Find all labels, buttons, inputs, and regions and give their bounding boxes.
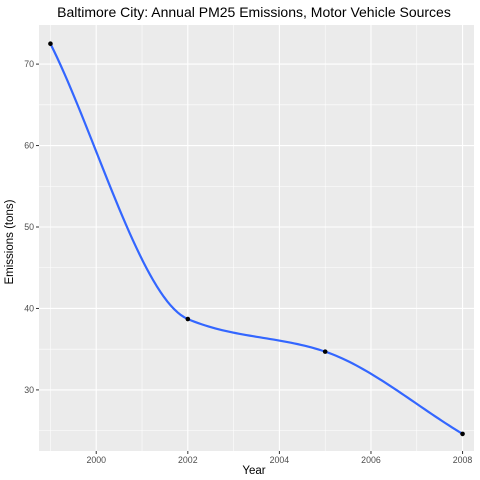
chart-title: Baltimore City: Annual PM25 Emissions, M…	[57, 4, 451, 20]
x-tick-label: 2006	[361, 455, 381, 465]
series-line	[49, 43, 464, 435]
minor-gridlines	[39, 25, 474, 451]
data-point	[185, 316, 191, 322]
y-tick-label: 70	[24, 59, 34, 69]
plot-panel	[39, 25, 474, 451]
x-axis-title: Year	[242, 465, 265, 477]
y-tick-label: 30	[24, 385, 34, 395]
data-points	[48, 41, 465, 437]
y-tick-label: 50	[24, 222, 34, 232]
x-tick-label: 2008	[453, 455, 473, 465]
major-gridlines	[39, 25, 474, 451]
y-axis: 30 40 50 60 70	[24, 59, 39, 395]
y-tick-label: 40	[24, 303, 34, 313]
data-point	[48, 41, 53, 47]
x-tick-label: 2004	[270, 455, 290, 465]
data-point	[460, 431, 465, 437]
data-point	[322, 349, 328, 354]
x-tick-label: 2000	[86, 455, 106, 465]
y-tick-label: 60	[24, 141, 34, 151]
x-axis: 2000 2002 2004 2006 2008	[86, 451, 472, 465]
x-tick-label: 2002	[178, 455, 198, 465]
y-axis-title: Emissions (tons)	[4, 199, 16, 284]
